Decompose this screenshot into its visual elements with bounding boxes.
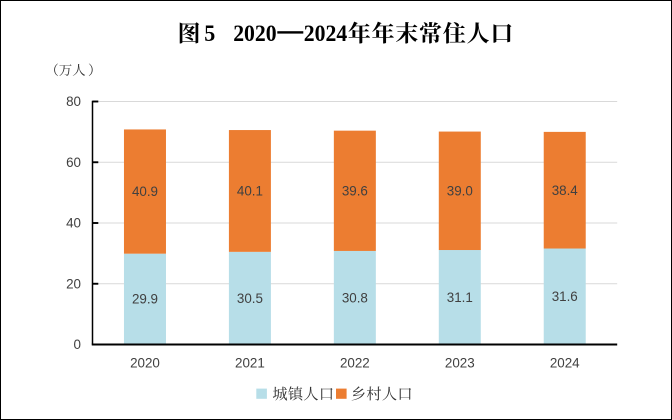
svg-text:2024: 2024: [550, 356, 580, 371]
svg-text:39.0: 39.0: [447, 183, 473, 198]
svg-text:2020: 2020: [130, 356, 160, 371]
svg-text:31.1: 31.1: [447, 290, 473, 305]
svg-text:40: 40: [66, 216, 81, 231]
svg-text:2022: 2022: [340, 356, 370, 371]
svg-text:5: 5: [204, 21, 215, 47]
svg-text:30.8: 30.8: [342, 290, 368, 305]
svg-text:80: 80: [66, 94, 81, 109]
svg-text:39.6: 39.6: [342, 183, 368, 198]
svg-text:2020: 2020: [233, 21, 276, 47]
svg-text:30.5: 30.5: [237, 291, 263, 306]
svg-text:29.9: 29.9: [132, 292, 158, 307]
svg-text:20: 20: [66, 276, 81, 291]
svg-text:0: 0: [74, 337, 81, 352]
svg-text:2021: 2021: [235, 356, 265, 371]
svg-text:60: 60: [66, 155, 81, 170]
svg-text:2024: 2024: [304, 21, 348, 47]
svg-text:40.1: 40.1: [237, 184, 263, 199]
svg-text:2023: 2023: [445, 356, 475, 371]
svg-text:40.9: 40.9: [132, 184, 158, 199]
svg-text:31.6: 31.6: [552, 289, 578, 304]
svg-text:38.4: 38.4: [552, 183, 579, 198]
